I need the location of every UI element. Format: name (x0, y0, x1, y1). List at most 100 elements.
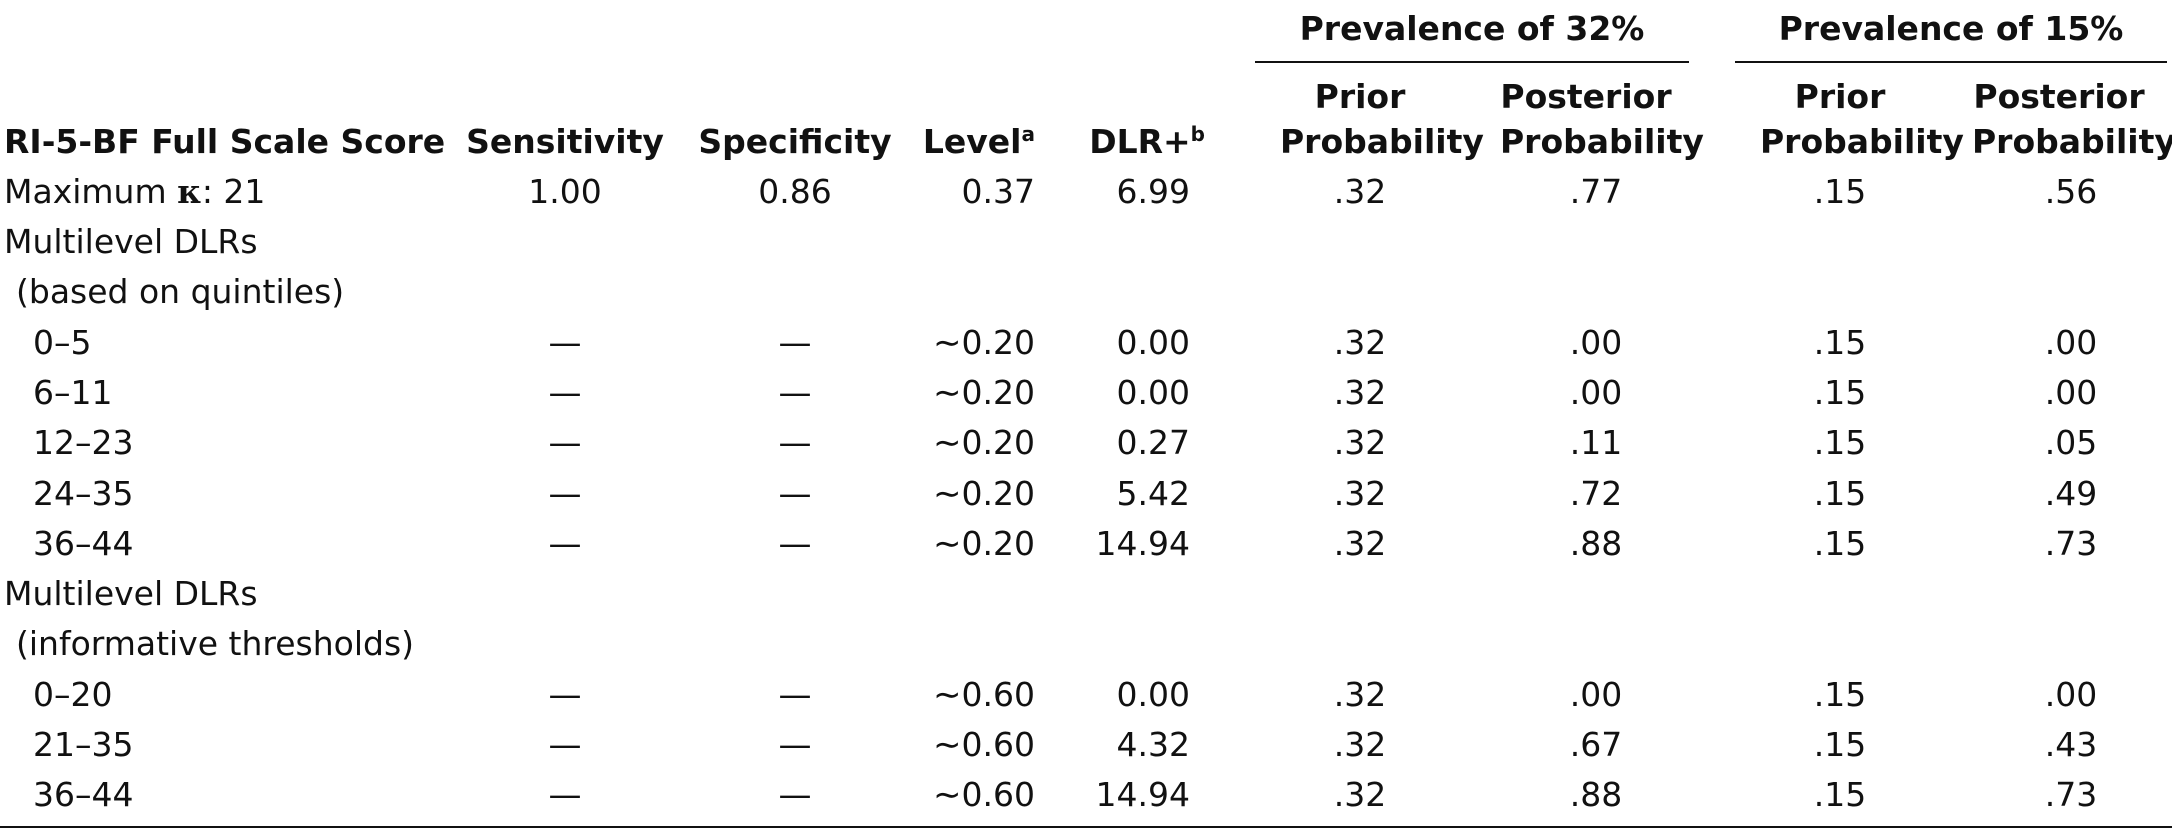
col-posterior-32-line1: Posterior (1500, 77, 1672, 116)
col-sensitivity-header: Sensitivity (466, 122, 664, 161)
col-score-header: RI-5-BF Full Scale Score (4, 122, 446, 161)
specificity-value: — (778, 373, 812, 412)
level-value: ∼0.20 (910, 368, 1035, 418)
approx-symbol: ∼ (933, 423, 962, 463)
col-prior-15-line2: Probability (1760, 122, 1964, 161)
group-rule-32 (1255, 61, 1689, 63)
score-range: 36–44 (33, 775, 134, 814)
level-number: 0.60 (961, 775, 1035, 814)
score-range: 0–20 (33, 675, 113, 714)
prior-15-value: .15 (1813, 423, 1867, 462)
col-posterior-15-line1: Posterior (1973, 77, 2145, 116)
approx-symbol: ∼ (933, 524, 962, 564)
prior-32-value: .32 (1333, 172, 1387, 211)
section-subtitle: (informative thresholds) (16, 624, 415, 663)
col-prior-32-line2: Probability (1280, 122, 1484, 161)
col-specificity-header: Specificity (698, 122, 892, 161)
posterior-15-value: .73 (2044, 524, 2098, 563)
prior-15-value: .15 (1813, 474, 1867, 513)
prior-15-value: .15 (1813, 373, 1867, 412)
prior-32-value: .32 (1333, 323, 1387, 362)
level-number: 0.20 (961, 323, 1035, 362)
level-number: 0.20 (961, 524, 1035, 563)
sensitivity-value: — (548, 474, 582, 513)
prior-32-value: .32 (1333, 474, 1387, 513)
level-number: 0.60 (961, 725, 1035, 764)
dlr-value: 14.94 (1095, 524, 1190, 563)
dlr-value: 0.00 (1116, 675, 1190, 714)
posterior-15-value: .05 (2044, 423, 2098, 462)
approx-symbol: ∼ (933, 373, 962, 413)
level-value: ∼0.20 (910, 469, 1035, 519)
score-range: 6–11 (33, 373, 113, 412)
prior-32-value: .32 (1333, 775, 1387, 814)
prior-15-value: .15 (1813, 172, 1867, 211)
level-number: 0.20 (961, 423, 1035, 462)
level-footnote: a (1021, 122, 1036, 146)
approx-symbol: ∼ (933, 675, 962, 715)
col-level-header: Levela (922, 122, 1036, 161)
sensitivity-value: — (548, 524, 582, 563)
specificity-value: — (778, 423, 812, 462)
posterior-32-value: .77 (1569, 172, 1623, 211)
score-range: 0–5 (33, 323, 92, 362)
group-header-prevalence-15: Prevalence of 15% (1778, 9, 2124, 48)
section-subtitle: (based on quintiles) (16, 272, 345, 311)
level-value: ∼0.60 (910, 770, 1035, 820)
level-value: ∼0.60 (910, 670, 1035, 720)
prior-32-value: .32 (1333, 373, 1387, 412)
col-dlr-header: DLR+b (1089, 122, 1205, 161)
approx-symbol: ∼ (933, 775, 962, 815)
kappa-symbol: κ (177, 172, 202, 211)
specificity-value: — (778, 323, 812, 362)
specificity-value: — (778, 725, 812, 764)
specificity-value: 0.86 (758, 172, 832, 211)
posterior-32-value: .11 (1569, 423, 1623, 462)
dlr-value: 14.94 (1095, 775, 1190, 814)
level-value: ∼0.20 (910, 318, 1035, 368)
dlr-value: 5.42 (1116, 474, 1190, 513)
level-number: 0.60 (961, 675, 1035, 714)
approx-symbol: ∼ (933, 725, 962, 765)
group-rule-15 (1735, 61, 2167, 63)
prior-32-value: .32 (1333, 524, 1387, 563)
prior-15-value: .15 (1813, 524, 1867, 563)
approx-symbol: ∼ (933, 323, 962, 363)
col-prior-15-line1: Prior (1794, 77, 1886, 116)
level-value: ∼0.20 (910, 418, 1035, 468)
prior-15-value: .15 (1813, 775, 1867, 814)
dlr-value: 0.27 (1116, 423, 1190, 462)
prior-15-value: .15 (1813, 323, 1867, 362)
prior-32-value: .32 (1333, 675, 1387, 714)
specificity-value: — (778, 775, 812, 814)
posterior-32-value: .88 (1569, 524, 1623, 563)
posterior-32-value: .72 (1569, 474, 1623, 513)
row-label: Maximum κ: 21 (4, 172, 266, 211)
score-range: 24–35 (33, 474, 134, 513)
level-number: 0.20 (961, 373, 1035, 412)
posterior-32-value: .00 (1569, 675, 1623, 714)
posterior-32-value: .00 (1569, 323, 1623, 362)
approx-symbol: ∼ (933, 474, 962, 514)
sensitivity-value: — (548, 675, 582, 714)
prior-15-value: .15 (1813, 675, 1867, 714)
posterior-15-value: .73 (2044, 775, 2098, 814)
specificity-value: — (778, 675, 812, 714)
posterior-15-value: .00 (2044, 675, 2098, 714)
dlr-footnote: b (1190, 122, 1205, 146)
sensitivity-value: — (548, 725, 582, 764)
section-title: Multilevel DLRs (4, 574, 258, 613)
level-number: 0.20 (961, 474, 1035, 513)
group-header-prevalence-32: Prevalence of 32% (1299, 9, 1645, 48)
prior-32-value: .32 (1333, 423, 1387, 462)
sensitivity-value: 1.00 (528, 172, 602, 211)
sensitivity-value: — (548, 423, 582, 462)
col-prior-32-line1: Prior (1314, 77, 1406, 116)
posterior-32-value: .67 (1569, 725, 1623, 764)
dlr-value: 6.99 (1116, 172, 1190, 211)
posterior-32-value: .88 (1569, 775, 1623, 814)
sensitivity-value: — (548, 775, 582, 814)
section-title: Multilevel DLRs (4, 222, 258, 261)
prior-32-value: .32 (1333, 725, 1387, 764)
col-posterior-32-line2: Probability (1500, 122, 1704, 161)
